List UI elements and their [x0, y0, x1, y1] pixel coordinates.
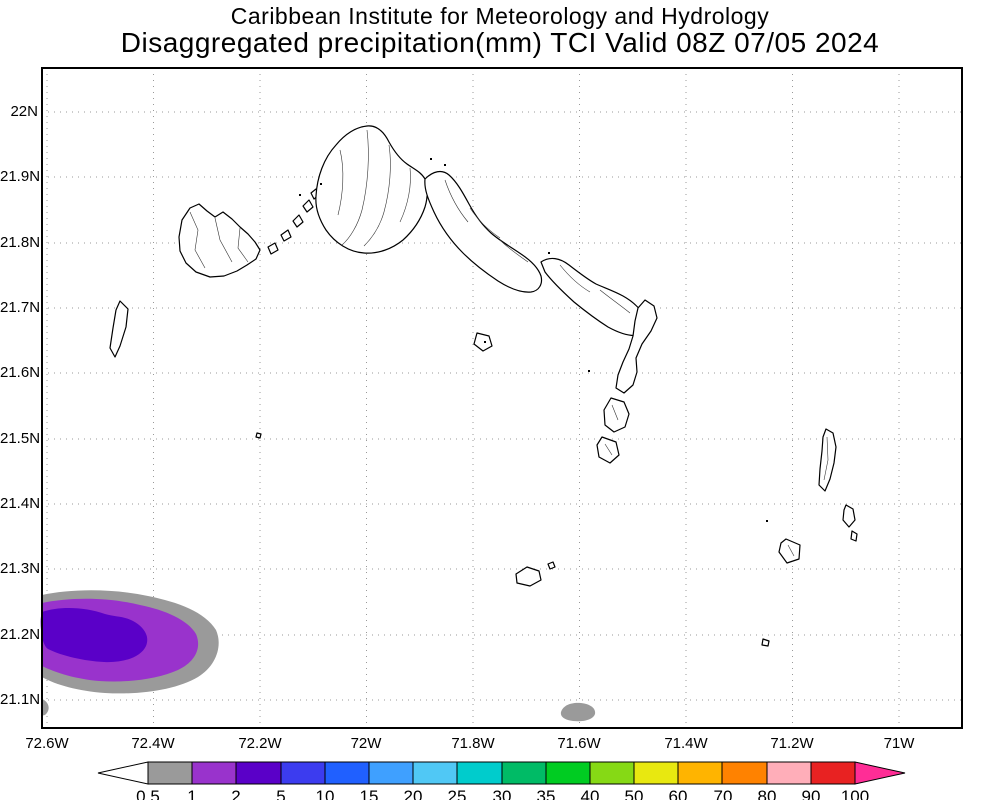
precip-blob-inner — [40, 608, 148, 663]
interior-boundaries — [189, 129, 829, 557]
x-axis-label: 72.2W — [238, 735, 282, 752]
colorbar-value: 30 — [492, 787, 512, 800]
island-east-caicos — [540, 257, 648, 337]
colorbar-segment — [721, 761, 768, 785]
colorbar-right-arrow — [854, 761, 906, 785]
plot-border — [41, 67, 963, 729]
y-axis-label: 21.1N — [0, 691, 41, 708]
x-axis-label: 71W — [883, 735, 915, 752]
colorbar-value: 35 — [536, 787, 556, 800]
colorbar-value: 80 — [757, 787, 777, 800]
colorbar-value: 15 — [359, 787, 379, 800]
y-axis-label: 21.6N — [0, 364, 41, 381]
colorbar-value: 90 — [801, 787, 821, 800]
colorbar-segment — [677, 761, 723, 785]
cay — [850, 530, 858, 542]
colorbar-value: 20 — [403, 787, 423, 800]
colorbar-segment — [280, 761, 326, 785]
coastal-speckles — [299, 158, 768, 522]
colorbar-segment — [191, 761, 237, 785]
page-title: Disaggregated precipitation(mm) TCI Vali… — [120, 27, 880, 58]
island-grand-turk — [818, 428, 837, 492]
y-axis-label: 21.4N — [0, 495, 41, 512]
y-axis-label: 21.7N — [0, 299, 41, 316]
colorbar-segment — [810, 761, 856, 785]
colorbar-value: 60 — [668, 787, 688, 800]
precipitation-shading — [40, 590, 596, 722]
colorbar-segment — [633, 761, 679, 785]
colorbar — [97, 761, 906, 785]
x-axis-label: 72.6W — [25, 735, 69, 752]
x-axis-label: 71.4W — [664, 735, 708, 752]
colorbar-segment — [147, 761, 193, 785]
x-axis-label: 72W — [350, 735, 382, 752]
x-axis-label: 71.8W — [451, 735, 495, 752]
cay — [761, 638, 770, 647]
colorbar-value: 0.5 — [136, 787, 160, 800]
precip-blob-south — [560, 702, 596, 722]
coastlines — [109, 125, 858, 647]
island-south-caicos — [603, 397, 630, 433]
grid-lines — [42, 68, 962, 728]
colorbar-value: 2 — [231, 787, 241, 800]
colorbar-value: 1 — [187, 787, 197, 800]
cay — [280, 229, 292, 242]
colorbar-value: 40 — [580, 787, 600, 800]
colorbar-segment — [368, 761, 414, 785]
colorbar-segment — [235, 761, 282, 785]
colorbar-value: 5 — [276, 787, 286, 800]
island-providenciales — [178, 203, 261, 278]
colorbar-left-arrow — [97, 761, 149, 785]
cay — [302, 199, 314, 213]
island-salt-cay — [778, 538, 801, 564]
x-axis-label: 71.6W — [557, 735, 601, 752]
y-axis-label: 21.8N — [0, 234, 41, 251]
island-west-caicos — [109, 300, 129, 358]
cay — [842, 504, 856, 528]
y-axis-label: 21.3N — [0, 560, 41, 577]
y-axis-label: 21.9N — [0, 168, 41, 185]
institute-title: Caribbean Institute for Meteorology and … — [230, 3, 770, 29]
colorbar-segment — [456, 761, 503, 785]
x-axis-label: 72.4W — [131, 735, 175, 752]
y-axis-label: 21.5N — [0, 430, 41, 447]
colorbar-segment — [501, 761, 547, 785]
cay — [292, 214, 304, 228]
colorbar-value: 50 — [624, 787, 644, 800]
precip-blob-west-edge — [42, 699, 49, 716]
colorbar-segment — [766, 761, 812, 785]
island-north-caicos — [315, 125, 428, 254]
island-south-caicos-2 — [596, 436, 620, 464]
cay — [547, 561, 556, 570]
y-axis-label: 22N — [10, 103, 38, 120]
colorbar-segment — [545, 761, 591, 785]
cay — [255, 432, 262, 439]
colorbar-value: 100 — [840, 787, 870, 800]
colorbar-value: 25 — [447, 787, 467, 800]
island-south-hook — [615, 299, 658, 394]
y-axis-label: 21.2N — [0, 626, 41, 643]
colorbar-segment — [589, 761, 635, 785]
colorbar-segment — [324, 761, 370, 785]
colorbar-value: 70 — [713, 787, 733, 800]
cay — [473, 332, 493, 352]
x-axis-label: 71.2W — [770, 735, 814, 752]
colorbar-segment — [412, 761, 458, 785]
cay — [267, 242, 279, 255]
island-middle-caicos — [424, 170, 543, 293]
cay-cluster — [515, 566, 542, 587]
colorbar-value: 10 — [315, 787, 335, 800]
